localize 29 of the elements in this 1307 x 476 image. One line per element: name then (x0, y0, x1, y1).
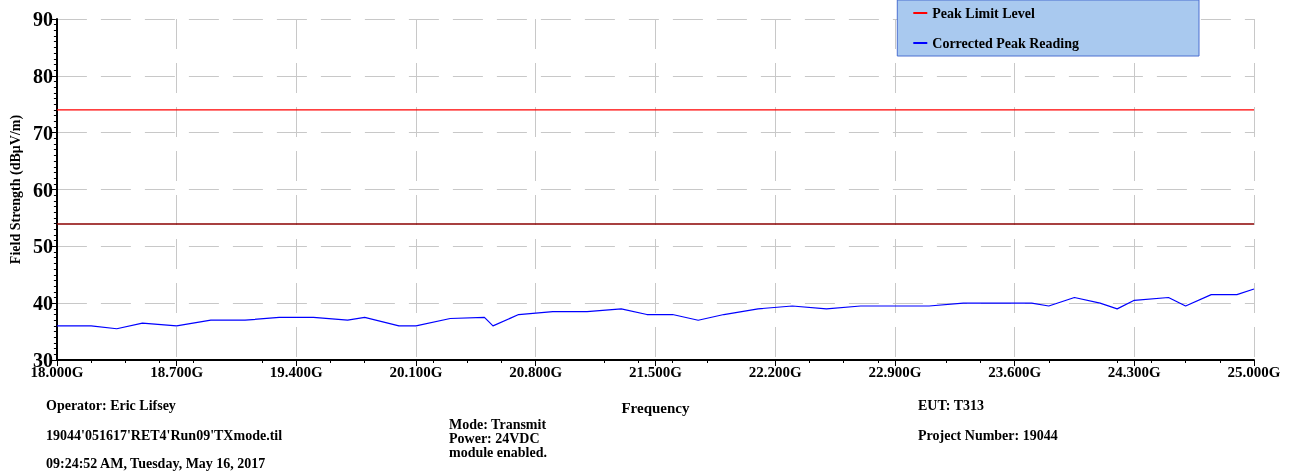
y-axis-title: Field Strength (dBμV/m) (7, 114, 24, 265)
text: 19044'051617'RET4'Run09'TXmode.til (46, 427, 283, 443)
text: Project Number: 19044 (918, 427, 1058, 443)
x-axis-title: Frequency (621, 399, 690, 416)
line-series (56, 288, 1255, 330)
text: EUT: T313 (918, 397, 984, 413)
y-tick-label: 80 (32, 64, 53, 87)
x-tick-label: 22.900G (868, 363, 922, 380)
x-tick-label: 20.100G (389, 363, 443, 380)
legend-label: Peak Limit Level (932, 5, 1036, 21)
text: Power: 24VDC (449, 430, 540, 446)
x-tick-label: 19.400G (269, 363, 324, 380)
x-tick-label: 25.000G (1227, 363, 1281, 380)
x-tick-label: 24.300G (1107, 363, 1162, 380)
text: Operator: Eric Lifsey (46, 397, 176, 413)
y-tick-label: 60 (32, 178, 53, 201)
x-tick-label: 20.800G (509, 363, 563, 380)
x-tick-label: 23.600G (988, 363, 1042, 380)
legend-label: Corrected Peak Reading (932, 35, 1080, 51)
text: 09:24:52 AM, Tuesday, May 16, 2017 (46, 455, 266, 471)
y-tick-label: 40 (32, 292, 53, 315)
x-tick-label: 21.500G (628, 363, 683, 380)
y-tick-label: 70 (32, 121, 53, 144)
x-tick-label: 22.200G (748, 363, 802, 380)
text: Mode: Transmit (449, 416, 547, 432)
y-tick-label: 50 (32, 235, 53, 258)
text: module enabled. (449, 444, 548, 460)
y-tick-label: 90 (32, 8, 53, 30)
x-tick-label: 18.700G (150, 363, 204, 380)
